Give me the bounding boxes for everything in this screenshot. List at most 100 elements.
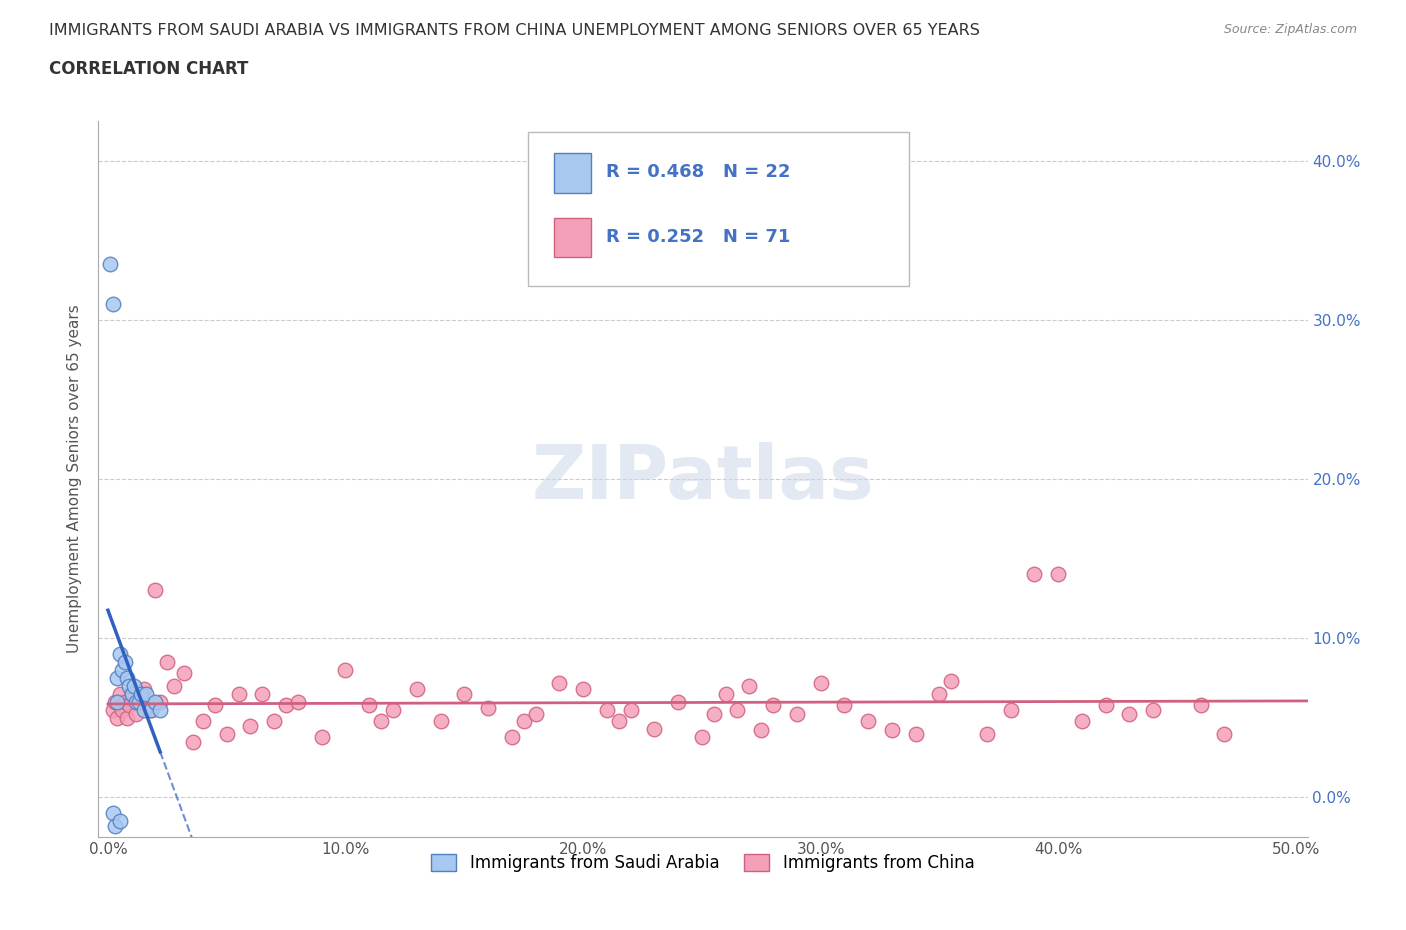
Point (107, 671, 129, 685)
Point (108, 686, 131, 701)
Point (477, 700, 499, 715)
Point (183, 734, 205, 749)
Point (405, 682, 427, 697)
Point (524, 707, 547, 722)
Point (156, 655, 179, 670)
Point (149, 702, 172, 717)
Point (191, 713, 214, 728)
Point (104, 818, 127, 833)
Point (132, 682, 155, 697)
Point (941, 673, 963, 688)
Point (666, 695, 689, 710)
Point (1189, 698, 1212, 712)
Point (111, 662, 134, 677)
Point (429, 713, 451, 728)
Point (1024, 567, 1046, 582)
Y-axis label: Unemployment Among Seniors over 65 years: Unemployment Among Seniors over 65 years (67, 305, 83, 653)
Point (125, 695, 148, 710)
Point (1142, 702, 1164, 717)
Point (135, 686, 157, 701)
Point (880, 723, 903, 737)
Point (703, 707, 725, 722)
Point (145, 583, 167, 598)
Point (690, 729, 713, 744)
Text: IMMIGRANTS FROM SAUDI ARABIA VS IMMIGRANTS FROM CHINA UNEMPLOYMENT AMONG SENIORS: IMMIGRANTS FROM SAUDI ARABIA VS IMMIGRAN… (49, 23, 980, 38)
Point (118, 678, 141, 693)
Point (548, 675, 571, 690)
Text: CORRELATION CHART: CORRELATION CHART (49, 60, 249, 78)
Point (453, 686, 475, 701)
Point (215, 726, 238, 741)
Point (512, 713, 534, 728)
Point (714, 686, 737, 701)
Text: R = 0.468   N = 22: R = 0.468 N = 22 (606, 164, 790, 181)
FancyBboxPatch shape (527, 132, 908, 286)
Point (125, 707, 148, 722)
Point (311, 729, 333, 744)
Point (1070, 713, 1092, 728)
Point (114, 655, 136, 670)
Point (108, 646, 131, 661)
Point (111, 702, 134, 717)
Point (139, 702, 162, 717)
Point (834, 698, 856, 712)
Point (129, 686, 152, 701)
Point (122, 678, 145, 693)
Point (810, 675, 832, 690)
Point (239, 718, 262, 733)
Point (382, 702, 405, 717)
Point (749, 723, 772, 737)
Point (786, 707, 808, 722)
Point (163, 678, 186, 693)
Point (928, 686, 950, 701)
Point (115, 671, 138, 685)
Point (145, 695, 167, 710)
Point (976, 726, 998, 741)
Point (107, 711, 129, 725)
Point (107, 695, 129, 710)
Point (132, 702, 155, 717)
Point (1094, 698, 1116, 712)
Point (98, 257, 121, 272)
Bar (554, 153, 591, 193)
Point (501, 729, 523, 744)
Text: ZIPatlas: ZIPatlas (531, 443, 875, 515)
Point (139, 702, 162, 717)
Point (335, 662, 357, 677)
Point (101, 805, 124, 820)
Point (128, 695, 150, 710)
Point (108, 814, 131, 829)
Point (101, 297, 124, 312)
Point (263, 713, 285, 728)
Bar (554, 218, 591, 257)
Point (287, 695, 309, 710)
Point (1000, 702, 1022, 717)
Point (619, 702, 641, 717)
Point (115, 711, 138, 725)
Point (1118, 707, 1140, 722)
Point (204, 698, 226, 712)
Point (725, 702, 748, 717)
Point (370, 713, 392, 728)
Point (359, 698, 381, 712)
Legend: Immigrants from Saudi Arabia, Immigrants from China: Immigrants from Saudi Arabia, Immigrants… (425, 847, 981, 879)
Point (149, 695, 172, 710)
Point (738, 678, 761, 693)
Point (228, 686, 250, 701)
Point (904, 726, 927, 741)
Point (173, 666, 195, 681)
Point (762, 698, 785, 712)
Point (104, 695, 127, 710)
Point (101, 702, 124, 717)
Point (1213, 726, 1236, 741)
Point (114, 695, 136, 710)
Point (274, 698, 297, 712)
Text: Source: ZipAtlas.com: Source: ZipAtlas.com (1223, 23, 1357, 36)
Point (1047, 567, 1070, 582)
Point (572, 682, 595, 697)
Point (607, 713, 630, 728)
Point (856, 713, 879, 728)
Point (121, 686, 143, 701)
Point (118, 698, 141, 712)
Point (252, 686, 274, 701)
